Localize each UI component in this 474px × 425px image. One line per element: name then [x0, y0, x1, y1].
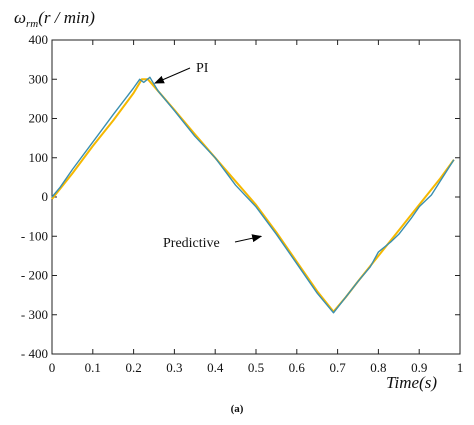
predictive-arrow [234, 234, 263, 243]
x-axis-ticks: 0 0.1 0.2 0.3 0.4 0.5 0.6 0.7 0.8 0.9 1 [49, 40, 464, 375]
pi-arrow [154, 67, 191, 84]
y-tick-label: - 100 [21, 228, 48, 243]
y-tick-label: 100 [29, 150, 49, 165]
y-tick-label: - 300 [21, 307, 48, 322]
y-tick-label: 300 [29, 71, 49, 86]
x-axis-label: Time(s) [386, 373, 437, 392]
figure-caption: (a) [231, 403, 244, 415]
x-tick-label: 0.9 [411, 360, 427, 375]
y-tick-label: 200 [29, 111, 49, 126]
y-axis-label: ωrm(r / min) [14, 8, 95, 30]
y-tick-label: 0 [42, 189, 49, 204]
series-layer [51, 76, 455, 314]
x-tick-label: 0.6 [289, 360, 306, 375]
pi-annotation: PI [196, 61, 209, 76]
annotation-layer: PI Predictive [154, 61, 263, 251]
x-tick-label: 1 [457, 360, 464, 375]
x-tick-label: 0.7 [329, 360, 346, 375]
x-tick-label: 0.2 [125, 360, 141, 375]
x-tick-label: 0.5 [248, 360, 264, 375]
x-tick-label: 0 [49, 360, 56, 375]
y-axis-ticks: 400 300 200 100 0 - 100 - 200 - 300 - 400 [21, 32, 460, 361]
x-tick-label: 0.1 [85, 360, 101, 375]
series-line-predictive [51, 76, 455, 314]
plot-frame [51, 39, 461, 355]
x-tick-label: 0.8 [370, 360, 386, 375]
x-tick-label: 0.4 [207, 360, 224, 375]
predictive-annotation: Predictive [163, 236, 220, 251]
y-tick-label: - 400 [21, 346, 48, 361]
y-tick-label: 400 [29, 32, 49, 47]
series-line-pi [51, 78, 455, 313]
x-tick-label: 0.3 [166, 360, 182, 375]
y-tick-label: - 200 [21, 268, 48, 283]
